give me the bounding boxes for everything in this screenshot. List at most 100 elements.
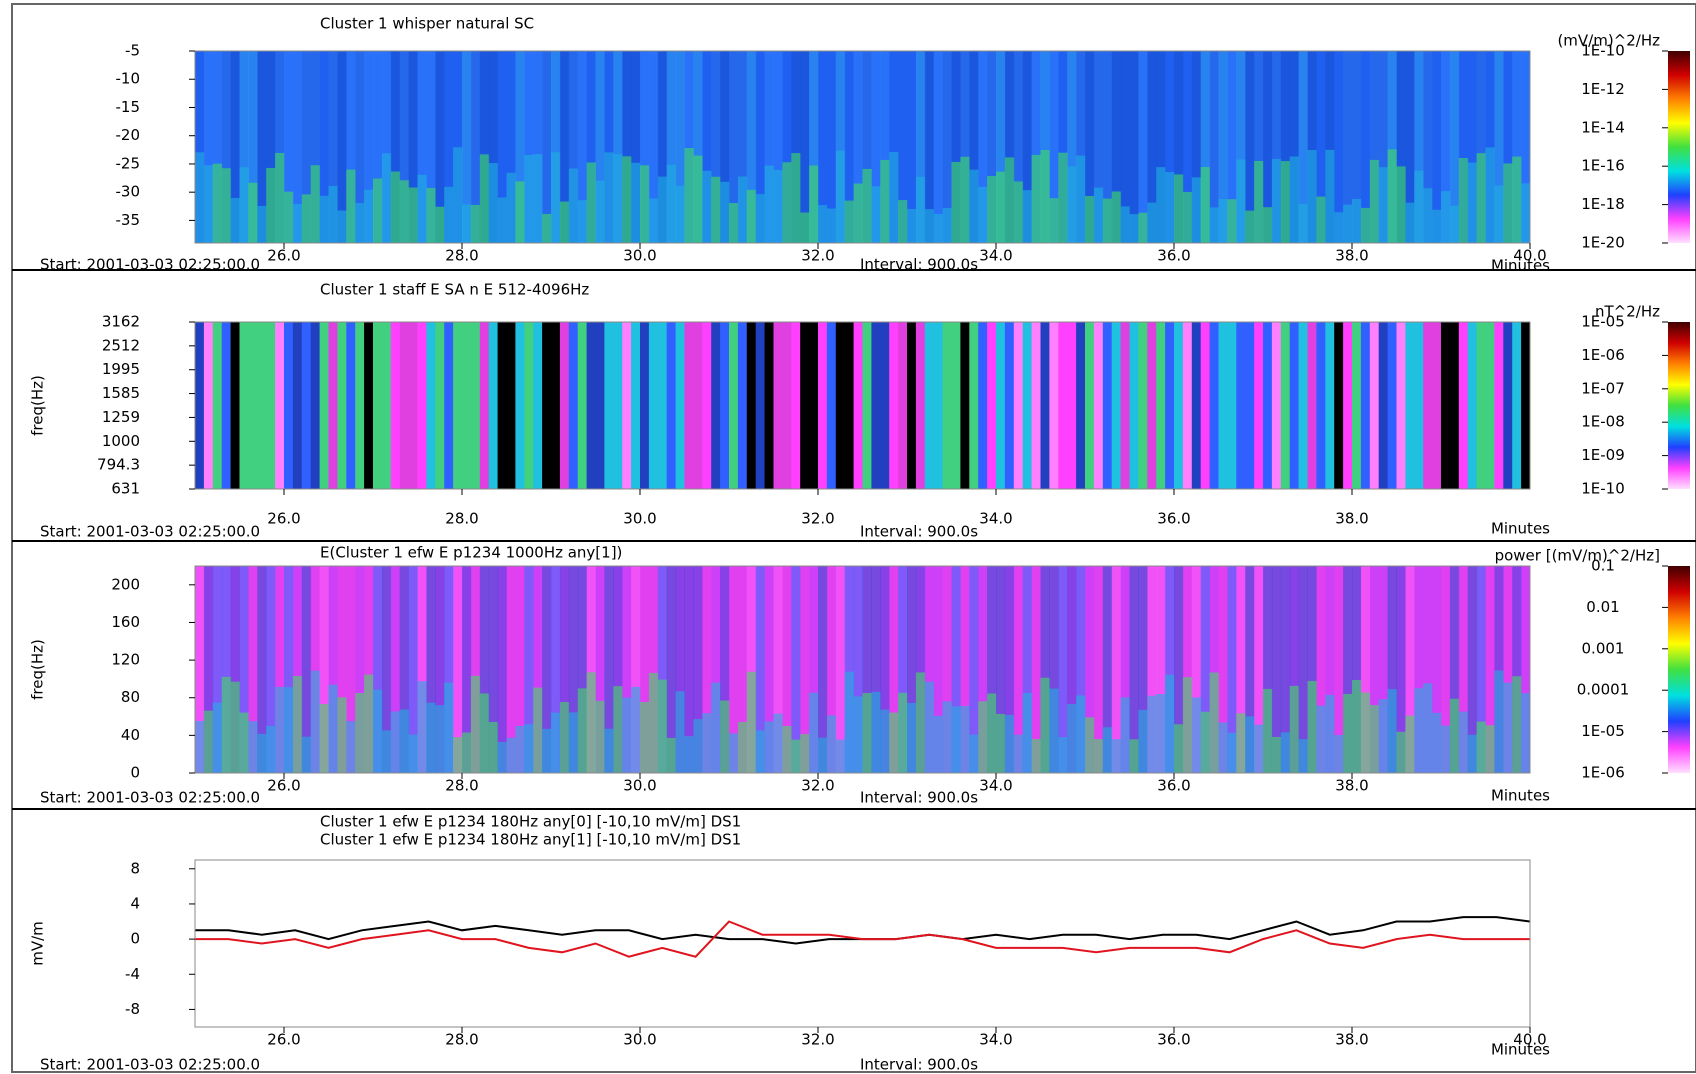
spectrogram-low-band bbox=[1449, 698, 1460, 773]
spectrogram-low-band bbox=[1298, 739, 1308, 773]
spectrogram-column bbox=[542, 51, 552, 243]
spectrogram-low-band bbox=[880, 709, 890, 773]
spectrogram-column bbox=[764, 322, 774, 489]
spectrogram-low-band bbox=[346, 721, 356, 773]
spectrogram-low-band bbox=[844, 200, 855, 243]
spectrogram-column bbox=[595, 566, 605, 773]
spectrogram-column bbox=[203, 51, 214, 243]
spectrogram-low-band bbox=[835, 739, 846, 773]
spectrogram-column bbox=[684, 51, 694, 243]
spectrogram-column bbox=[978, 566, 988, 773]
spectrogram-low-band bbox=[1218, 199, 1228, 243]
spectrogram-column bbox=[1503, 322, 1513, 489]
spectrogram-column bbox=[373, 51, 383, 243]
spectrogram-column bbox=[1013, 322, 1024, 489]
spectrogram-column bbox=[1343, 51, 1353, 243]
spectrogram-column bbox=[221, 566, 232, 773]
spectrogram-column bbox=[942, 51, 952, 243]
spectrogram-column bbox=[1485, 51, 1495, 243]
spectrogram-column bbox=[1405, 51, 1415, 243]
spectrogram-column bbox=[257, 51, 267, 243]
spectrogram-column bbox=[880, 51, 890, 243]
legend-entry: Cluster 1 efw E p1234 180Hz any[0] [-10,… bbox=[320, 813, 741, 831]
spectrogram-column bbox=[924, 566, 935, 773]
spectrogram-column bbox=[1236, 566, 1246, 773]
spectrogram-column bbox=[221, 322, 232, 489]
spectrogram-column bbox=[809, 566, 819, 773]
spectrogram-column bbox=[1378, 566, 1389, 773]
spectrogram-column bbox=[533, 51, 543, 243]
spectrogram-low-band bbox=[604, 152, 614, 243]
spectrogram-low-band bbox=[426, 702, 436, 773]
spectrogram-column bbox=[399, 51, 410, 243]
spectrogram-column bbox=[1245, 51, 1255, 243]
spectrogram-column bbox=[515, 566, 525, 773]
spectrogram-low-band bbox=[702, 713, 712, 773]
spectrogram-column bbox=[1521, 566, 1531, 773]
spectrogram-column bbox=[1165, 566, 1175, 773]
spectrogram-column bbox=[764, 566, 774, 773]
spectrogram-column bbox=[622, 51, 632, 243]
spectrogram-column bbox=[462, 51, 472, 243]
spectrogram-column bbox=[1316, 51, 1326, 243]
spectrogram-low-band bbox=[1022, 692, 1033, 773]
spectrogram-column bbox=[729, 322, 739, 489]
y-tick-label: 40 bbox=[121, 726, 140, 744]
spectrogram-column bbox=[844, 322, 855, 489]
spectrogram-column bbox=[755, 322, 766, 489]
spectrogram-column bbox=[1058, 566, 1068, 773]
spectrogram-column bbox=[835, 51, 846, 243]
spectrogram-low-band bbox=[1467, 162, 1478, 243]
spectrogram-low-band bbox=[559, 702, 570, 773]
spectrogram-low-band bbox=[1307, 680, 1317, 773]
spectrogram-low-band bbox=[462, 732, 472, 773]
spectrogram-column bbox=[1387, 51, 1397, 243]
spectrogram-column bbox=[364, 566, 374, 773]
spectrogram-column bbox=[1165, 51, 1175, 243]
spectrogram-column bbox=[1120, 566, 1130, 773]
spectrogram-column bbox=[853, 566, 863, 773]
spectrogram-column bbox=[1263, 566, 1273, 773]
spectrogram-low-band bbox=[1165, 674, 1175, 773]
y-tick-label: -25 bbox=[116, 154, 141, 172]
spectrogram-low-band bbox=[1298, 203, 1308, 243]
spectrogram-column bbox=[586, 566, 596, 773]
spectrogram-low-band bbox=[933, 715, 944, 773]
spectrogram-low-band bbox=[195, 720, 205, 773]
spectrogram-column bbox=[328, 51, 338, 243]
spectrogram-column bbox=[1004, 51, 1015, 243]
spectrogram-low-band bbox=[497, 197, 507, 243]
spectrogram-low-band bbox=[960, 156, 970, 243]
spectrogram-column bbox=[559, 51, 570, 243]
spectrogram-column bbox=[684, 566, 694, 773]
spectrogram-column bbox=[1432, 51, 1442, 243]
x-tick-label: 36.0 bbox=[1157, 247, 1190, 265]
spectrogram-column bbox=[435, 322, 445, 489]
spectrogram-low-band bbox=[1093, 739, 1104, 773]
spectrogram-column bbox=[791, 51, 801, 243]
spectrogram-column bbox=[809, 322, 819, 489]
spectrogram-column bbox=[969, 566, 979, 773]
spectrogram-low-band bbox=[1129, 214, 1139, 243]
spectrogram-column bbox=[444, 51, 454, 243]
spectrogram-low-band bbox=[1521, 693, 1531, 773]
spectrogram-low-band bbox=[426, 187, 436, 243]
x-tick-label: 34.0 bbox=[979, 777, 1012, 795]
spectrogram-column bbox=[746, 51, 757, 243]
spectrogram-column bbox=[1441, 322, 1451, 489]
spectrogram-column bbox=[996, 51, 1006, 243]
spectrogram-low-band bbox=[1414, 170, 1424, 243]
spectrogram-low-band bbox=[373, 689, 383, 773]
spectrogram-column bbox=[1441, 566, 1451, 773]
spectrogram-column bbox=[292, 322, 303, 489]
spectrogram-low-band bbox=[470, 675, 481, 773]
spectrogram-column bbox=[390, 322, 401, 489]
spectrogram-column bbox=[1236, 322, 1246, 489]
spectrogram-low-band bbox=[1031, 738, 1041, 773]
spectrogram-column bbox=[791, 322, 801, 489]
spectrogram-column bbox=[969, 322, 979, 489]
spectrogram-column bbox=[497, 51, 507, 243]
spectrogram-low-band bbox=[924, 681, 935, 773]
spectrogram-column bbox=[310, 322, 321, 489]
spectrogram-low-band bbox=[604, 728, 614, 773]
